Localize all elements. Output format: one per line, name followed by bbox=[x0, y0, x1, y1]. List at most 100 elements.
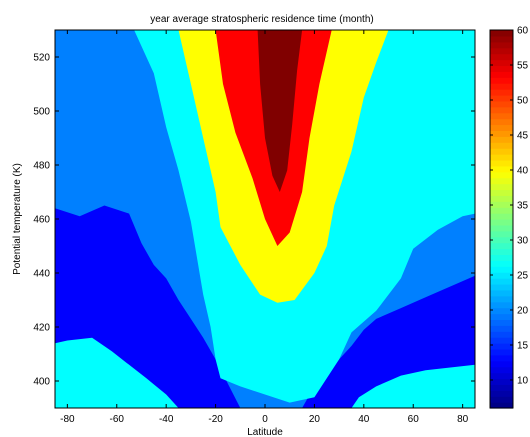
colorbar-tick-label: 10 bbox=[517, 376, 529, 387]
colorbar-tick-label: 55 bbox=[517, 61, 529, 72]
colorbar-tick-label: 60 bbox=[517, 26, 529, 37]
y-tick-label: 440 bbox=[33, 269, 50, 280]
colorbar-segment bbox=[490, 124, 513, 132]
y-tick-label: 480 bbox=[33, 161, 50, 172]
colorbar-segment bbox=[490, 272, 513, 279]
colorbar-segment bbox=[490, 360, 513, 368]
y-tick-label: 520 bbox=[33, 53, 50, 64]
colorbar-segment bbox=[490, 307, 513, 315]
x-tick-label: 80 bbox=[457, 414, 469, 425]
x-axis-label: Latitude bbox=[247, 427, 283, 437]
colorbar-segment bbox=[490, 65, 513, 72]
colorbar-segment bbox=[490, 266, 513, 273]
colorbar-segment bbox=[490, 159, 513, 167]
colorbar-segment bbox=[490, 53, 513, 61]
colorbar-segment bbox=[490, 331, 513, 338]
colorbar-segment bbox=[490, 236, 513, 244]
colorbar-segment bbox=[490, 319, 513, 326]
colorbar bbox=[490, 30, 513, 409]
colorbar-segment bbox=[490, 207, 513, 214]
colorbar-segment bbox=[490, 348, 513, 356]
colorbar-segment bbox=[490, 47, 513, 55]
colorbar-segment bbox=[490, 278, 513, 285]
x-tick-label: 60 bbox=[408, 414, 420, 425]
colorbar-tick-label: 15 bbox=[517, 341, 529, 352]
y-tick-label: 420 bbox=[33, 323, 50, 334]
colorbar-tick-label: 25 bbox=[517, 271, 529, 282]
colorbar-segment bbox=[490, 295, 513, 303]
colorbar-segment bbox=[490, 136, 513, 143]
x-axis-ticks: -80 -60 -40 -20 0 20 40 60 80 bbox=[60, 30, 469, 425]
colorbar-segment bbox=[490, 77, 513, 84]
colorbar-segment bbox=[490, 248, 513, 256]
colorbar-segment bbox=[490, 94, 513, 102]
colorbar-segment bbox=[490, 41, 513, 49]
colorbar-ticks: 10 15 20 25 30 35 40 45 50 55 60 bbox=[490, 26, 529, 387]
colorbar-segment bbox=[490, 100, 513, 108]
chart-title: year average stratospheric residence tim… bbox=[150, 14, 373, 25]
y-tick-label: 460 bbox=[33, 215, 50, 226]
contour-regions bbox=[55, 30, 475, 408]
contour-region-5 bbox=[257, 30, 303, 192]
colorbar-segment bbox=[490, 177, 513, 185]
colorbar-segment bbox=[490, 289, 513, 297]
x-tick-label: -60 bbox=[110, 414, 125, 425]
y-axis-ticks: 400 420 440 460 480 500 520 bbox=[33, 53, 475, 388]
colorbar-segment bbox=[490, 171, 513, 179]
colorbar-segment bbox=[490, 313, 513, 321]
colorbar-segment bbox=[490, 59, 513, 67]
colorbar-segment bbox=[490, 384, 513, 391]
colorbar-segment bbox=[490, 30, 513, 37]
colorbar-segment bbox=[490, 183, 513, 191]
x-tick-label: -80 bbox=[60, 414, 75, 425]
colorbar-segment bbox=[490, 83, 513, 90]
colorbar-segment bbox=[490, 189, 513, 196]
colorbar-segment bbox=[490, 154, 513, 161]
colorbar-tick-label: 35 bbox=[517, 201, 529, 212]
colorbar-segment bbox=[490, 343, 513, 350]
colorbar-tick-label: 20 bbox=[517, 306, 529, 317]
x-tick-label: -40 bbox=[159, 414, 174, 425]
x-tick-label: 0 bbox=[262, 414, 268, 425]
colorbar-frame bbox=[489, 29, 514, 409]
colorbar-segment bbox=[490, 325, 513, 332]
x-tick-label: -20 bbox=[208, 414, 223, 425]
colorbar-segment bbox=[490, 213, 513, 220]
colorbar-segment bbox=[490, 301, 513, 309]
colorbar-segment bbox=[490, 148, 513, 155]
colorbar-segment bbox=[490, 106, 513, 114]
x-tick-label: 40 bbox=[358, 414, 370, 425]
y-axis-label: Potential temperature (K) bbox=[12, 163, 23, 275]
colorbar-segment bbox=[490, 130, 513, 137]
colorbar-tick-label: 40 bbox=[517, 166, 529, 177]
colorbar-segment bbox=[490, 254, 513, 261]
colorbar-segment bbox=[490, 230, 513, 238]
colorbar-segment bbox=[490, 366, 513, 374]
colorbar-segment bbox=[490, 402, 513, 409]
y-tick-label: 400 bbox=[33, 377, 50, 388]
colorbar-segment bbox=[490, 195, 513, 202]
colorbar-tick-label: 45 bbox=[517, 131, 529, 142]
x-tick-label: 20 bbox=[309, 414, 321, 425]
colorbar-segment bbox=[490, 201, 513, 208]
colorbar-segment bbox=[490, 260, 513, 267]
colorbar-segment bbox=[490, 89, 513, 96]
colorbar-segment bbox=[490, 390, 513, 397]
colorbar-segment bbox=[490, 219, 513, 226]
colorbar-segment bbox=[490, 118, 513, 126]
colorbar-segment bbox=[490, 242, 513, 250]
colorbar-segment bbox=[490, 378, 513, 385]
colorbar-tick-label: 30 bbox=[517, 236, 529, 247]
colorbar-segment bbox=[490, 224, 513, 232]
colorbar-segment bbox=[490, 283, 513, 291]
y-tick-label: 500 bbox=[33, 107, 50, 118]
colorbar-tick-label: 50 bbox=[517, 96, 529, 107]
colorbar-segment bbox=[490, 35, 513, 43]
colorbar-segment bbox=[490, 71, 513, 78]
colorbar-segment bbox=[490, 142, 513, 149]
colorbar-segment bbox=[490, 112, 513, 120]
colorbar-segment bbox=[490, 337, 513, 344]
colorbar-segment bbox=[490, 396, 513, 403]
colorbar-segment bbox=[490, 354, 513, 362]
